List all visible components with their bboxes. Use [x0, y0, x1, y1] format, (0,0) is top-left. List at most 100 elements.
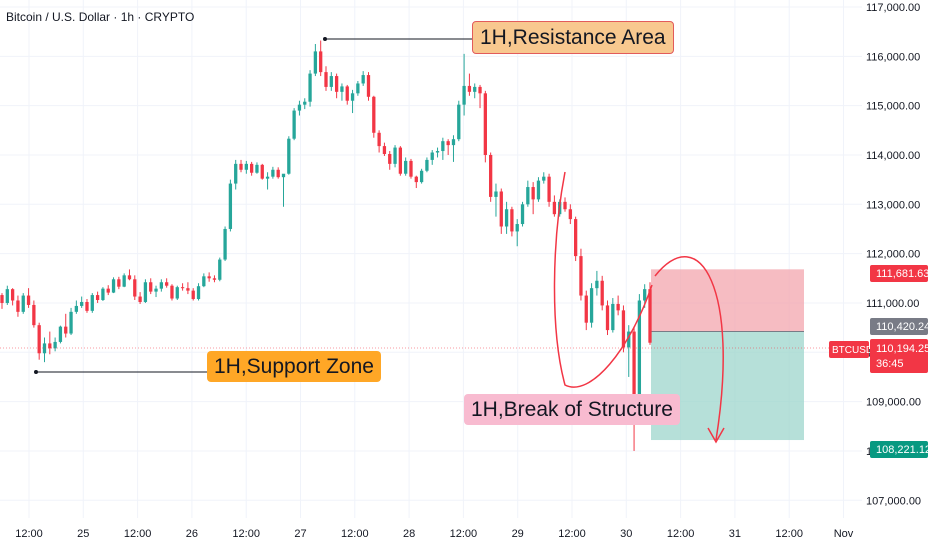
candle-body [499, 191, 503, 227]
candle-body [234, 163, 238, 184]
candle-body [366, 75, 371, 97]
candle-body [303, 101, 307, 105]
projection-arrow-head [707, 427, 725, 444]
candle-body [616, 303, 620, 311]
candles[interactable] [0, 40, 652, 451]
candle-body [122, 275, 126, 287]
candle-body [648, 289, 652, 343]
x-tick-label: 28 [403, 528, 415, 540]
candle-body [361, 75, 365, 84]
support-zone-label[interactable]: 1H,Support Zone [207, 351, 381, 383]
candle-body [329, 76, 333, 87]
candle-body [372, 96, 376, 133]
target-upper-tag [870, 265, 928, 282]
candle-body [37, 325, 41, 354]
candle-body [409, 160, 413, 177]
candle-body [228, 183, 233, 229]
candle-body [467, 85, 472, 92]
x-tick-label: 12:00 [558, 528, 586, 540]
x-tick-label: 12:00 [667, 528, 695, 540]
plot-background [0, 0, 862, 518]
candle-body [297, 104, 302, 111]
candle-body [186, 288, 190, 291]
candle-body [138, 296, 142, 302]
resistance-area-label[interactable]: 1H,Resistance Area [472, 21, 674, 55]
candle-body [26, 295, 31, 305]
candle-body [276, 169, 280, 178]
candle-body [42, 343, 47, 354]
candle-body [605, 305, 610, 331]
candle-body [324, 72, 328, 87]
candle-body [600, 280, 604, 306]
x-tick-label: 25 [77, 528, 89, 540]
candle-body [419, 170, 424, 183]
stop-loss-zone [651, 269, 804, 332]
current-price-tag [870, 339, 928, 373]
candle-body [85, 301, 89, 311]
y-tick-label: 117,000.00 [866, 2, 920, 14]
x-tick-label: 31 [729, 528, 741, 540]
candle-body [595, 280, 599, 289]
x-tick-label: 12:00 [124, 528, 152, 540]
candle-body [319, 51, 323, 73]
entry-tag-text: 110,420.24 [876, 321, 930, 333]
candle-body [579, 256, 583, 296]
candle-body [260, 164, 264, 179]
drawings [34, 37, 725, 444]
candle-body [287, 138, 291, 174]
candle-body [388, 153, 392, 164]
candle-body [536, 180, 541, 200]
candle-body [504, 209, 509, 227]
candle-body [632, 331, 636, 407]
candle-body [457, 104, 461, 140]
projection-arrow-path [654, 256, 724, 441]
candle-body [249, 163, 254, 173]
candle-body [404, 160, 408, 174]
time-axis[interactable]: 12:00 25 12:00 26 12:00 27 12:00 28 12:00 29 12:00… [15, 528, 854, 540]
candle-body [223, 228, 227, 260]
candle-body [80, 301, 84, 306]
candle-body [627, 331, 631, 348]
candle-body [106, 288, 110, 293]
x-tick-label: 12:00 [450, 528, 478, 540]
candle-body [340, 86, 344, 92]
price-axis[interactable]: 117,000.00 116,000.00 115,000.00 114,000.00… [866, 2, 921, 507]
candle-body [255, 164, 259, 173]
candle-body [159, 282, 163, 289]
x-tick-label: 26 [186, 528, 198, 540]
candle-body [398, 147, 403, 174]
candle-body [451, 139, 456, 146]
candle-body [462, 85, 466, 105]
candle-body [520, 204, 525, 225]
x-tick-label: 12:00 [775, 528, 803, 540]
candle-body [584, 295, 588, 323]
current-price-tag-text: 110,194.25 [876, 343, 930, 355]
candle-body [552, 201, 557, 215]
candle-body [382, 146, 387, 154]
candle-body [494, 191, 498, 197]
break-of-structure-label[interactable]: 1H,Break of Structure [464, 394, 680, 426]
candle-body [430, 152, 434, 160]
x-tick-label: Nov [834, 528, 854, 540]
y-tick-label: 112,000.00 [866, 249, 920, 261]
candle-body [589, 288, 594, 323]
y-tick-label: 114,000.00 [866, 150, 920, 162]
candle-body [21, 295, 25, 312]
candle-body [95, 295, 100, 301]
candle-body [573, 219, 578, 257]
candle-body [218, 259, 222, 280]
candle-body [149, 282, 153, 292]
candle-body [478, 86, 482, 94]
entry-tag [870, 318, 928, 335]
candle-body [425, 159, 429, 171]
x-tick-label: 29 [512, 528, 524, 540]
x-tick-label: 12:00 [341, 528, 369, 540]
candle-body [356, 83, 360, 94]
candle-body [180, 287, 185, 289]
y-tick-label: 116,000.00 [866, 51, 920, 63]
candle-body [563, 201, 567, 210]
target-upper-tag-text: 111,681.63 [876, 268, 929, 280]
candle-body [53, 341, 57, 349]
y-tick-label: 107,000.00 [866, 495, 921, 507]
